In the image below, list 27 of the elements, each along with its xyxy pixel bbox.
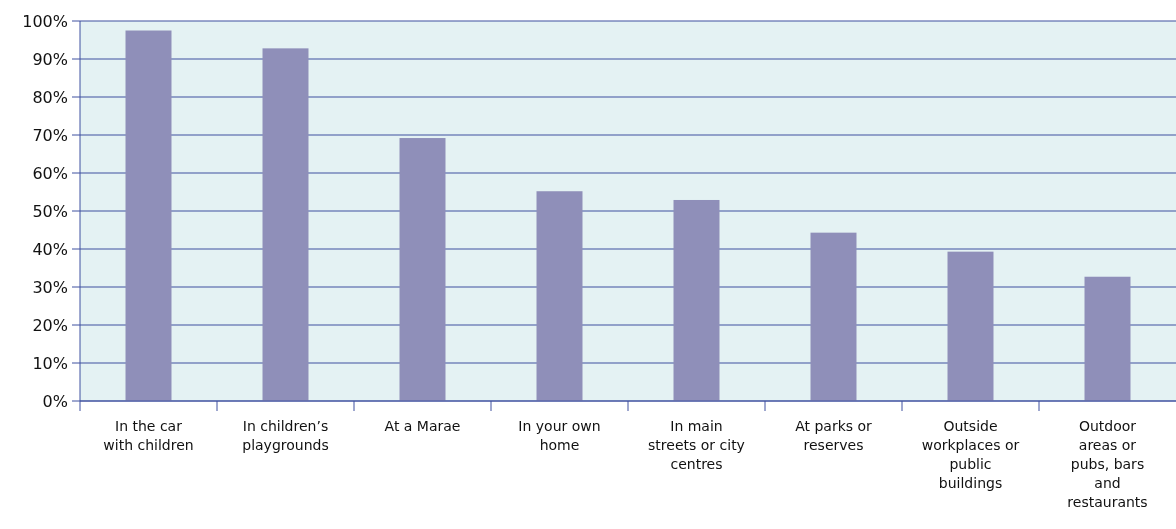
bar bbox=[1084, 276, 1131, 401]
bar bbox=[947, 251, 994, 401]
y-tick-label: 70% bbox=[32, 125, 68, 145]
x-tick-label: At parks or reserves bbox=[795, 418, 873, 453]
y-tick-label: 60% bbox=[32, 163, 68, 183]
x-tick-label: In main streets or city centres bbox=[648, 418, 745, 472]
y-tick-label: 50% bbox=[32, 201, 68, 221]
bar bbox=[536, 191, 583, 401]
y-tick-label: 10% bbox=[32, 353, 68, 373]
x-tick-label: In children’s playgrounds bbox=[242, 418, 329, 453]
bar bbox=[673, 199, 720, 401]
x-tick-label: In your own home bbox=[518, 418, 601, 453]
y-tick-label: 30% bbox=[32, 277, 68, 297]
x-tick-label: At a Marae bbox=[384, 418, 461, 434]
y-tick-label: 100% bbox=[22, 11, 68, 31]
x-tick-label: In the car with children bbox=[103, 418, 194, 453]
y-tick-label: 20% bbox=[32, 315, 68, 335]
bar bbox=[262, 48, 309, 401]
y-tick-label: 90% bbox=[32, 49, 68, 69]
x-tick-label: Outside workplaces or public buildings bbox=[921, 418, 1020, 491]
bar bbox=[399, 138, 446, 401]
bar bbox=[125, 30, 172, 401]
x-tick-label: Outdoor areas or pubs, bars and restaurants bbox=[1067, 418, 1148, 510]
y-tick-label: 40% bbox=[32, 239, 68, 259]
y-tick-label: 0% bbox=[42, 391, 68, 411]
y-tick-label: 80% bbox=[32, 87, 68, 107]
bar bbox=[810, 232, 857, 401]
